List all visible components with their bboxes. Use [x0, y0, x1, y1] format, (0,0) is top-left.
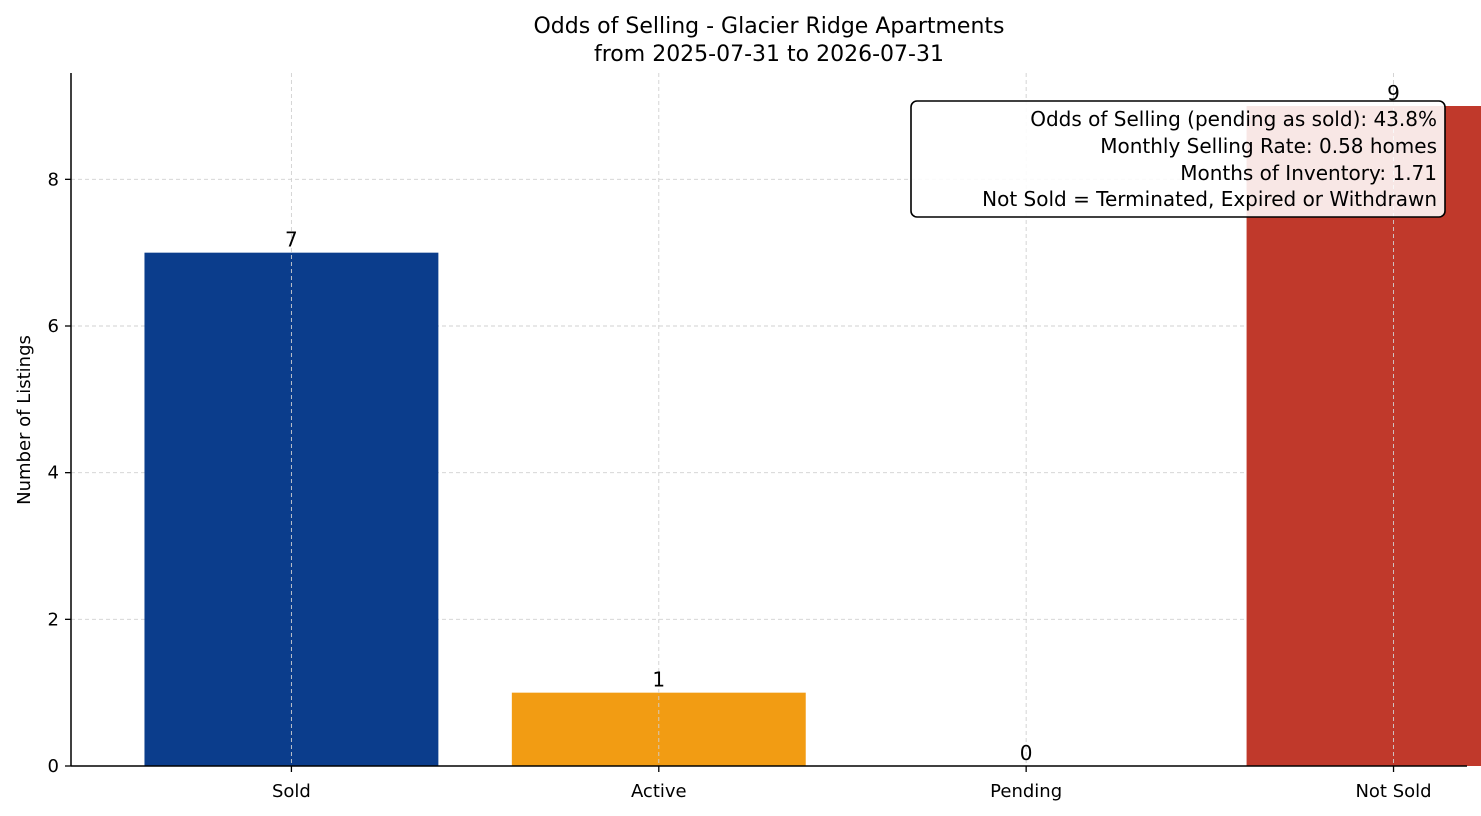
x-ticks: Sold Active Pending Not Sold: [272, 766, 1432, 802]
info-line-inventory: Months of Inventory: 1.71: [1180, 161, 1437, 185]
bar-value-label: 1: [652, 668, 665, 692]
chart-title: Odds of Selling - Glacier Ridge Apartmen…: [533, 14, 1004, 39]
info-line-note: Not Sold = Terminated, Expired or Withdr…: [982, 187, 1437, 211]
info-box: Odds of Selling (pending as sold): 43.8%…: [910, 100, 1446, 218]
bar-value-label: 9: [1387, 81, 1400, 105]
bar-value-label: 0: [1020, 741, 1033, 765]
y-tick-label: 6: [48, 316, 59, 337]
y-tick-label: 8: [48, 169, 59, 190]
x-tick-label: Sold: [272, 781, 311, 802]
x-tick-label: Pending: [990, 781, 1062, 802]
bars: [144, 106, 1481, 766]
bar-value-label: 7: [285, 228, 298, 252]
bar-data-labels: 7 1 0 9: [285, 81, 1400, 765]
y-tick-label: 0: [48, 756, 59, 777]
x-tick-label: Not Sold: [1355, 781, 1431, 802]
info-line-rate: Monthly Selling Rate: 0.58 homes: [1100, 134, 1437, 158]
info-box-frame: [910, 100, 1446, 218]
y-tick-label: 4: [48, 463, 59, 484]
info-line-odds: Odds of Selling (pending as sold): 43.8%: [1030, 107, 1437, 131]
x-tick-label: Active: [631, 781, 687, 802]
chart-subtitle: from 2025-07-31 to 2026-07-31: [594, 42, 944, 67]
y-ticks: 0 2 4 6 8: [48, 169, 71, 777]
y-axis-label: Number of Listings: [14, 335, 35, 505]
axes: [70, 73, 1467, 767]
y-tick-label: 2: [48, 609, 59, 630]
